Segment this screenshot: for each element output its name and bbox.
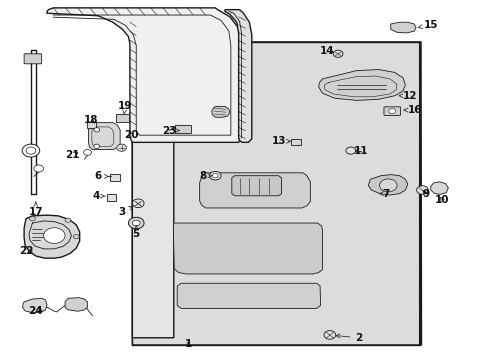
Text: 21: 21: [65, 150, 80, 160]
Polygon shape: [24, 215, 80, 258]
Polygon shape: [318, 69, 405, 100]
Text: 11: 11: [353, 145, 368, 156]
Circle shape: [324, 330, 335, 339]
Circle shape: [94, 128, 100, 132]
Polygon shape: [430, 182, 447, 194]
Text: 19: 19: [118, 102, 132, 114]
Circle shape: [209, 171, 221, 180]
Circle shape: [332, 50, 342, 57]
Polygon shape: [132, 42, 421, 345]
Text: 13: 13: [271, 136, 290, 146]
Circle shape: [73, 234, 79, 239]
Circle shape: [94, 144, 100, 148]
Polygon shape: [65, 298, 87, 311]
Text: 2: 2: [335, 333, 362, 343]
Polygon shape: [132, 50, 173, 338]
Circle shape: [26, 147, 36, 154]
Polygon shape: [211, 107, 229, 117]
Polygon shape: [177, 283, 320, 309]
FancyBboxPatch shape: [24, 54, 41, 64]
Polygon shape: [231, 176, 281, 196]
Circle shape: [345, 147, 355, 154]
Circle shape: [128, 217, 144, 229]
Text: 3: 3: [118, 206, 133, 217]
Circle shape: [388, 109, 395, 114]
FancyBboxPatch shape: [87, 122, 96, 128]
Polygon shape: [367, 175, 407, 195]
Circle shape: [379, 179, 396, 192]
Polygon shape: [22, 298, 47, 313]
Text: 18: 18: [83, 115, 98, 125]
Text: 20: 20: [124, 130, 138, 140]
Polygon shape: [390, 22, 415, 33]
Text: 23: 23: [162, 126, 179, 135]
Text: 5: 5: [132, 226, 140, 239]
FancyBboxPatch shape: [110, 174, 120, 181]
Circle shape: [29, 217, 35, 221]
FancyBboxPatch shape: [383, 107, 400, 116]
Circle shape: [34, 165, 43, 172]
Circle shape: [132, 199, 144, 208]
Circle shape: [43, 228, 65, 243]
Text: 16: 16: [403, 105, 422, 115]
FancyBboxPatch shape: [106, 194, 116, 201]
Text: 6: 6: [94, 171, 108, 181]
Circle shape: [22, 144, 40, 157]
Circle shape: [132, 220, 140, 226]
Text: 17: 17: [28, 202, 43, 217]
Text: 4: 4: [92, 191, 105, 201]
Text: 10: 10: [434, 195, 448, 205]
Polygon shape: [199, 173, 310, 208]
Circle shape: [117, 144, 126, 151]
FancyBboxPatch shape: [290, 139, 300, 145]
Text: 1: 1: [184, 339, 192, 349]
Text: 24: 24: [28, 306, 43, 316]
Polygon shape: [88, 123, 120, 149]
Text: 22: 22: [19, 246, 33, 256]
Circle shape: [65, 218, 71, 222]
Polygon shape: [173, 223, 322, 274]
Text: 7: 7: [379, 189, 389, 199]
Text: 15: 15: [417, 20, 437, 30]
FancyBboxPatch shape: [175, 126, 190, 134]
Circle shape: [83, 149, 91, 155]
Polygon shape: [224, 10, 251, 142]
Text: 9: 9: [422, 189, 428, 199]
Text: 8: 8: [199, 171, 212, 181]
FancyBboxPatch shape: [116, 114, 129, 122]
Polygon shape: [47, 8, 242, 142]
Text: 12: 12: [398, 91, 417, 101]
Circle shape: [416, 186, 427, 194]
Text: 14: 14: [320, 46, 334, 56]
Circle shape: [212, 174, 218, 178]
